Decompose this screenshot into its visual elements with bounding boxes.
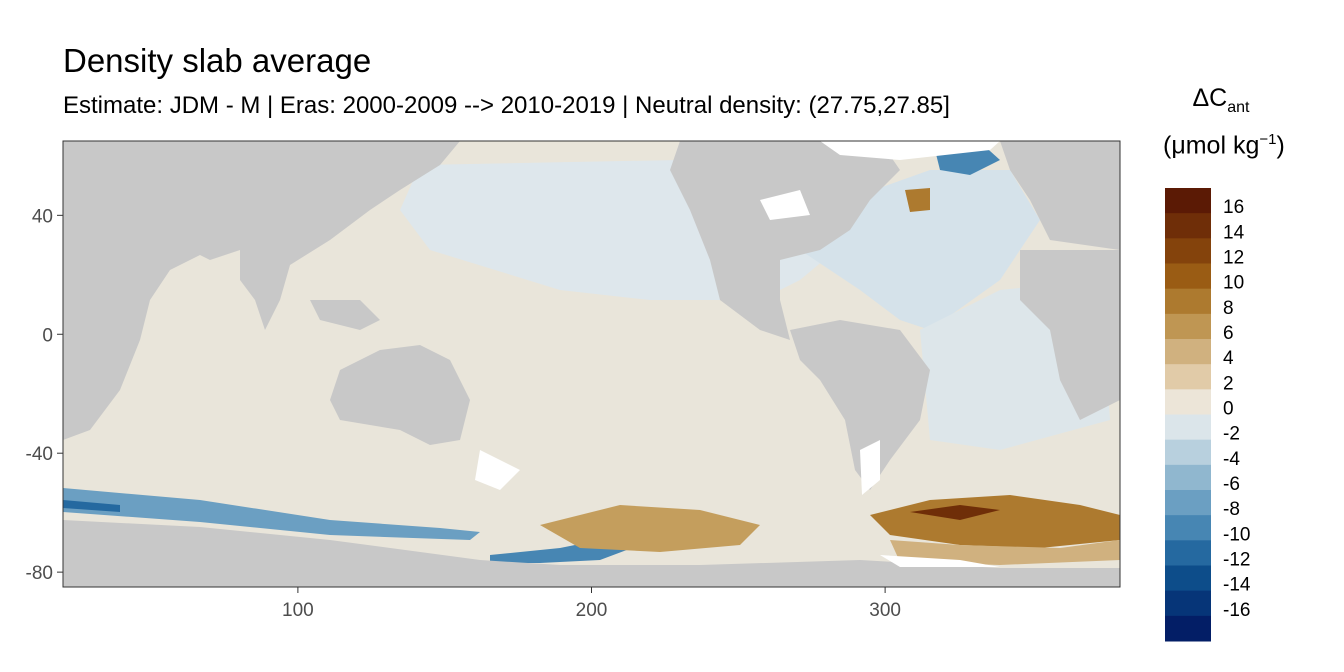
x-tick-label: 200: [576, 600, 608, 621]
land-australia: [330, 345, 470, 445]
no-data-arctic: [820, 141, 1000, 160]
legend-label: 10: [1223, 273, 1244, 294]
legend-color-swatch: [1165, 339, 1211, 365]
no-data-antarctic-edge: [880, 555, 1000, 567]
weddell-sea-brown-patch: [870, 495, 1120, 548]
legend-color-swatch: [1165, 238, 1211, 264]
legend-label: -6: [1223, 474, 1240, 495]
legend-title-subscript: ant: [1227, 99, 1250, 116]
land-europe: [1000, 141, 1120, 250]
map-panel: [63, 141, 1120, 587]
legend-color-swatch: [1165, 213, 1211, 239]
legend-label: -2: [1223, 424, 1240, 445]
land-north-america: [670, 141, 900, 340]
chart-title: Density slab average: [63, 42, 372, 79]
land-indonesia: [310, 300, 380, 330]
land-masses: [63, 141, 1120, 587]
legend: 16 14 12 10 8 6 4 2 0 -2 -4 -6 -8 -10 -12 -14 -16: [1165, 188, 1251, 642]
southern-ocean-blue-band: [63, 488, 480, 540]
legend-label: -4: [1223, 449, 1240, 470]
land-south-america: [790, 320, 930, 490]
legend-color-swatch: [1165, 364, 1211, 390]
land-africa-east: [1020, 250, 1120, 420]
legend-label: 8: [1223, 298, 1234, 319]
legend-title: ΔCant (μmol kg−1): [1163, 84, 1325, 160]
legend-label: -16: [1223, 600, 1250, 621]
legend-units-suffix: ): [1276, 131, 1285, 160]
x-tick-label: 100: [282, 600, 314, 621]
no-data-antarctic-peninsula: [860, 440, 880, 495]
legend-color-swatch: [1165, 439, 1211, 466]
legend-units-prefix: (μmol kg: [1163, 131, 1260, 160]
legend-color-swatch: [1165, 389, 1211, 415]
legend-label: 6: [1223, 323, 1234, 344]
legend-color-swatch: [1165, 313, 1211, 340]
ross-sea-brown-patch: [540, 505, 760, 552]
y-tick-label: 0: [42, 325, 53, 346]
legend-color-swatch: [1165, 565, 1211, 592]
southern-ocean-dark-band: [63, 500, 120, 512]
legend-label: 4: [1223, 348, 1234, 369]
land-antarctica: [63, 520, 1120, 587]
legend-color-swatch: [1165, 464, 1211, 491]
legend-color-swatch: [1165, 263, 1211, 290]
legend-color-swatch: [1165, 540, 1211, 566]
land-eurasia: [63, 141, 460, 275]
legend-label: 12: [1223, 248, 1244, 269]
weddell-sea-dark-patch: [910, 505, 1000, 520]
legend-label: -14: [1223, 575, 1251, 596]
legend-label: 14: [1223, 222, 1245, 243]
legend-label: 16: [1223, 197, 1244, 218]
y-tick-label: 40: [32, 206, 53, 227]
land-india: [240, 250, 290, 330]
legend-color-swatch: [1165, 490, 1211, 516]
legend-color-swatch: [1165, 515, 1211, 541]
legend-color-swatch: [1165, 590, 1211, 617]
chart-subtitle: Estimate: JDM - M | Eras: 2000-2009 --> …: [63, 92, 950, 119]
no-data-tasman: [475, 450, 520, 490]
legend-color-swatch: [1165, 414, 1211, 441]
y-tick-label: -80: [26, 563, 53, 584]
north-atlantic-brown-patch: [905, 188, 930, 212]
legend-color-swatch: [1165, 615, 1211, 642]
no-data-areas: [475, 141, 1000, 567]
legend-label: -8: [1223, 499, 1240, 520]
weddell-sea-tan-patch: [890, 540, 1120, 565]
y-tick-label: -40: [26, 444, 53, 465]
legend-color-swatch: [1165, 188, 1211, 214]
legend-label: 0: [1223, 399, 1234, 420]
legend-units-exponent: −1: [1259, 131, 1277, 148]
no-data-hudson: [760, 190, 810, 220]
x-tick-label: 300: [869, 600, 901, 621]
legend-color-swatch: [1165, 288, 1211, 315]
legend-label: -12: [1223, 550, 1250, 571]
legend-label: 2: [1223, 373, 1234, 394]
legend-title-symbol: ΔC: [1192, 84, 1228, 112]
legend-label: -10: [1223, 524, 1250, 545]
